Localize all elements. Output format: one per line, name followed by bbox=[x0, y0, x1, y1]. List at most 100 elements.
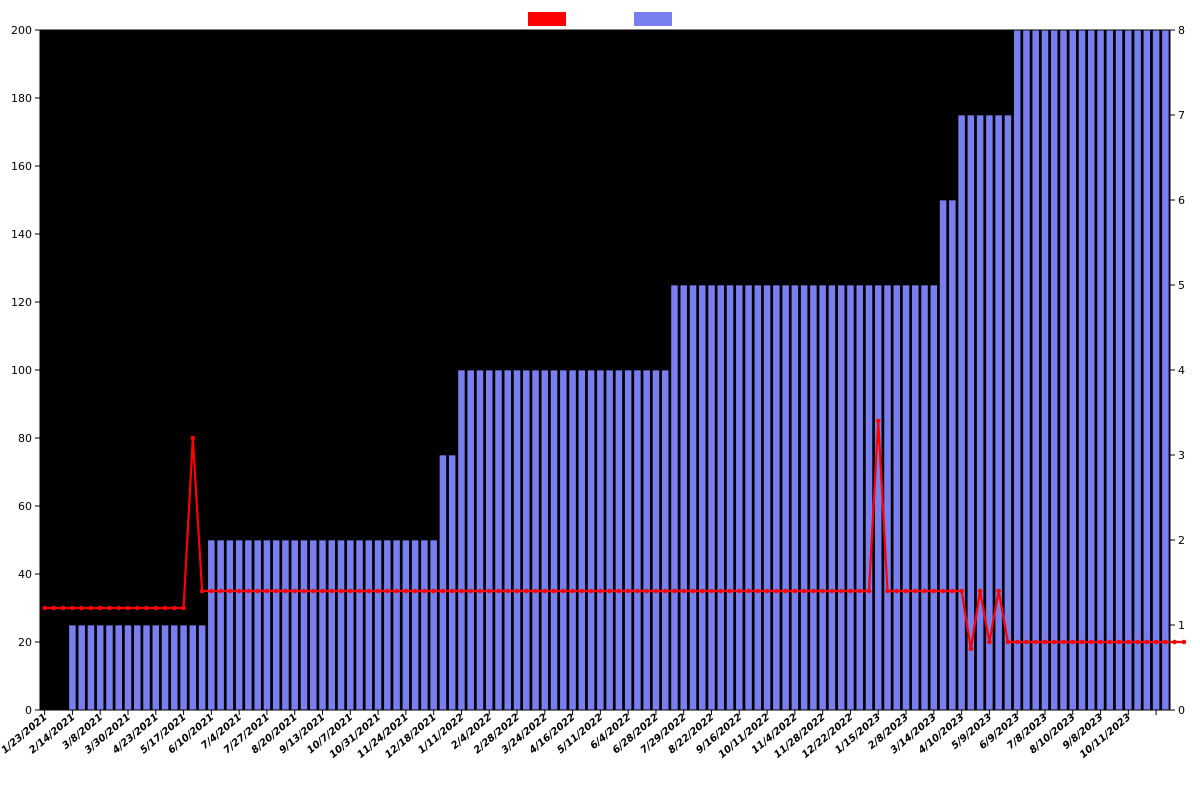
bar bbox=[699, 285, 706, 710]
line-marker bbox=[292, 589, 297, 594]
line-marker bbox=[376, 589, 381, 594]
line-marker bbox=[422, 589, 427, 594]
line-marker bbox=[283, 589, 288, 594]
line-marker bbox=[1107, 640, 1112, 645]
bar bbox=[736, 285, 743, 710]
bar bbox=[393, 540, 400, 710]
line-marker bbox=[1182, 640, 1187, 645]
line-marker bbox=[61, 606, 66, 611]
line-marker bbox=[172, 606, 177, 611]
bar bbox=[643, 370, 650, 710]
bar bbox=[504, 370, 511, 710]
line-marker bbox=[441, 589, 446, 594]
bar bbox=[995, 115, 1002, 710]
bar bbox=[273, 540, 280, 710]
line-marker bbox=[746, 589, 751, 594]
line-marker bbox=[932, 589, 937, 594]
bar bbox=[949, 200, 956, 710]
line-marker bbox=[153, 606, 158, 611]
bar bbox=[1088, 30, 1095, 710]
line-marker bbox=[978, 589, 983, 594]
line-marker bbox=[218, 589, 223, 594]
y-left-tick-label: 0 bbox=[25, 704, 32, 717]
line-marker bbox=[793, 589, 798, 594]
bar bbox=[198, 625, 205, 710]
line-marker bbox=[209, 589, 214, 594]
bar bbox=[1004, 115, 1011, 710]
bar bbox=[236, 540, 243, 710]
line-marker bbox=[228, 589, 233, 594]
line-marker bbox=[357, 589, 362, 594]
line-marker bbox=[811, 589, 816, 594]
bar bbox=[1143, 30, 1150, 710]
line-marker bbox=[1172, 640, 1177, 645]
bar bbox=[245, 540, 252, 710]
line-marker bbox=[329, 589, 334, 594]
bar bbox=[1125, 30, 1132, 710]
bar bbox=[754, 285, 761, 710]
line-marker bbox=[867, 589, 872, 594]
line-marker bbox=[70, 606, 75, 611]
line-marker bbox=[116, 606, 121, 611]
line-marker bbox=[876, 419, 881, 424]
bar bbox=[902, 285, 909, 710]
chart-container: 0204060801001201401601802000123456781/23… bbox=[0, 0, 1200, 800]
line-marker bbox=[756, 589, 761, 594]
x-axis: 1/23/20212/14/20213/8/20213/30/20214/23/… bbox=[0, 710, 1156, 761]
line-marker bbox=[237, 589, 242, 594]
line-marker bbox=[265, 589, 270, 594]
line-marker bbox=[580, 589, 585, 594]
line-marker bbox=[1043, 640, 1048, 645]
line-marker bbox=[367, 589, 372, 594]
line-marker bbox=[144, 606, 149, 611]
bar bbox=[1134, 30, 1141, 710]
bar bbox=[115, 625, 122, 710]
bar bbox=[226, 540, 233, 710]
bar bbox=[745, 285, 752, 710]
line-marker bbox=[524, 589, 529, 594]
bar bbox=[189, 625, 196, 710]
line-marker bbox=[950, 589, 955, 594]
line-marker bbox=[1080, 640, 1085, 645]
y-left-tick-label: 160 bbox=[11, 160, 32, 173]
y-left-axis: 020406080100120140160180200 bbox=[11, 24, 40, 717]
bar bbox=[152, 625, 159, 710]
bar bbox=[856, 285, 863, 710]
y-right-tick-label: 5 bbox=[1178, 279, 1185, 292]
bar bbox=[513, 370, 520, 710]
bar bbox=[893, 285, 900, 710]
bar bbox=[347, 540, 354, 710]
line-marker bbox=[904, 589, 909, 594]
line-marker bbox=[1052, 640, 1057, 645]
line-marker bbox=[450, 589, 455, 594]
bar bbox=[921, 285, 928, 710]
line-marker bbox=[681, 589, 686, 594]
bar bbox=[939, 200, 946, 710]
line-marker bbox=[672, 589, 677, 594]
y-right-tick-label: 2 bbox=[1178, 534, 1185, 547]
line-marker bbox=[126, 606, 131, 611]
line-marker bbox=[885, 589, 890, 594]
line-marker bbox=[339, 589, 344, 594]
bar bbox=[726, 285, 733, 710]
bar bbox=[439, 455, 446, 710]
line-marker bbox=[1117, 640, 1122, 645]
line-marker bbox=[311, 589, 316, 594]
y-left-tick-label: 80 bbox=[18, 432, 32, 445]
bar bbox=[97, 625, 104, 710]
bar bbox=[78, 625, 85, 710]
bar bbox=[421, 540, 428, 710]
line-marker bbox=[1070, 640, 1075, 645]
y-left-tick-label: 120 bbox=[11, 296, 32, 309]
line-marker bbox=[718, 589, 723, 594]
line-marker bbox=[959, 589, 964, 594]
bar bbox=[291, 540, 298, 710]
bar bbox=[810, 285, 817, 710]
y-right-tick-label: 4 bbox=[1178, 364, 1185, 377]
line-marker bbox=[598, 589, 603, 594]
bar bbox=[541, 370, 548, 710]
line-marker bbox=[1015, 640, 1020, 645]
bar bbox=[587, 370, 594, 710]
line-marker bbox=[626, 589, 631, 594]
bar bbox=[884, 285, 891, 710]
